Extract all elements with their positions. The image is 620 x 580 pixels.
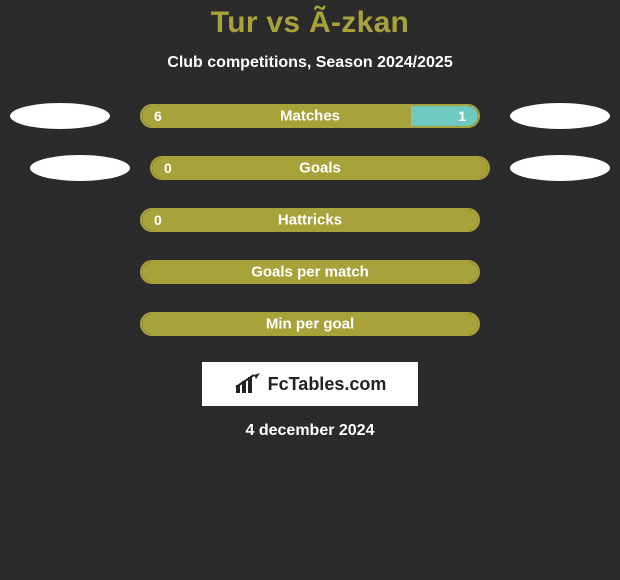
stat-bar-fill-right [411, 106, 478, 126]
stat-bar-fill-left [142, 314, 478, 334]
source-logo-box: FcTables.com [202, 362, 418, 406]
player-left-avatar [10, 103, 110, 129]
date-text: 4 december 2024 [0, 422, 620, 440]
player-right-avatar [510, 103, 610, 129]
stat-left-value: 6 [154, 108, 162, 124]
stat-bar-fill-left [152, 158, 488, 178]
stat-bar: 6 Matches 1 [140, 104, 480, 128]
stat-left-value: 0 [164, 160, 172, 176]
bars-icon [234, 373, 262, 395]
stat-bar: Goals per match [140, 260, 480, 284]
source-logo-text: FcTables.com [268, 374, 387, 395]
stat-bar: 0 Goals [150, 156, 490, 180]
page-title: Tur vs Ã-zkan [0, 0, 620, 40]
stat-row-matches: 6 Matches 1 [10, 104, 610, 128]
stat-bar-fill-left [142, 262, 478, 282]
comparison-card: Tur vs Ã-zkan Club competitions, Season … [0, 0, 620, 580]
player-left-avatar [30, 155, 130, 181]
stat-rows: 6 Matches 1 0 Goals [0, 104, 620, 336]
subtitle: Club competitions, Season 2024/2025 [0, 54, 620, 72]
player-right-avatar [510, 155, 610, 181]
stat-bar: 0 Hattricks [140, 208, 480, 232]
stat-row-goals-per-match: Goals per match [10, 260, 610, 284]
source-logo: FcTables.com [234, 373, 387, 395]
stat-row-min-per-goal: Min per goal [10, 312, 610, 336]
stat-right-value: 1 [458, 108, 466, 124]
stat-bar-fill-left [142, 106, 411, 126]
stat-left-value: 0 [154, 212, 162, 228]
stat-bar: Min per goal [140, 312, 480, 336]
stat-bar-fill-left [142, 210, 478, 230]
stat-row-goals: 0 Goals [10, 156, 610, 180]
stat-row-hattricks: 0 Hattricks [10, 208, 610, 232]
